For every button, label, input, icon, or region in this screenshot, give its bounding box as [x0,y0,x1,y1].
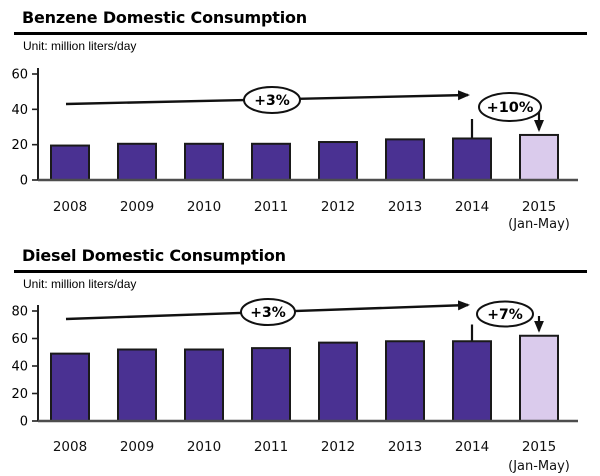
x-label-2008: 2008 [53,199,87,215]
change-oval-label: +7% [487,307,523,323]
trend-oval-label: +3% [250,305,286,321]
x-label-2008: 2008 [53,439,87,455]
y-tick-label-0: 0 [20,174,28,189]
x-label-note: (Jan-May) [508,459,570,474]
change-oval [476,300,534,328]
diesel-title-rule [14,270,587,273]
diesel-bar-chart: 0 20 40 60 80 2008 2009 2010 2011 2012 2013 2014 201… [11,298,578,474]
x-label-2011: 2011 [254,199,288,215]
bar-2012 [318,141,358,182]
x-label-2009: 2009 [120,199,154,215]
bar-2015 [519,334,559,422]
benzene-bar-chart: 0 20 40 60 2008 2009 2010 2011 2012 2013 2014 2015 (… [11,68,578,232]
trend-oval [243,86,301,114]
y-tick-label-60: 60 [11,68,28,83]
bar-2011 [251,142,291,181]
bar-2013 [385,340,425,422]
x-label-2009: 2009 [120,439,154,455]
x-label-2012: 2012 [321,439,355,455]
y-tick-label-40: 40 [11,103,28,118]
bar-2014 [452,340,492,422]
x-label-2010: 2010 [187,439,221,455]
bar-2011 [251,347,291,422]
bar-2013 [385,138,425,182]
diesel-unit-label: Unit: million liters/day [23,277,137,291]
benzene-unit-label: Unit: million liters/day [23,39,137,53]
bar-2009 [117,348,157,422]
x-label-2012: 2012 [321,199,355,215]
y-tick-label-0: 0 [20,415,28,430]
bar-2010 [184,142,224,181]
bar-2014 [452,137,492,181]
bar-2015 [519,133,559,181]
benzene-title-rule [14,32,587,35]
trend-oval-label: +3% [254,93,290,109]
x-label-2014: 2014 [455,199,489,215]
x-label-2015: 2015 [522,199,556,215]
trend-oval [240,298,296,326]
y-tick-label-80: 80 [11,305,28,320]
diesel-chart-title: Diesel Domestic Consumption [22,246,286,265]
change-oval-label: +10% [487,100,534,116]
bar-2008 [50,352,90,422]
y-tick-label-20: 20 [11,387,28,402]
x-label-2013: 2013 [388,199,422,215]
x-label-2011: 2011 [254,439,288,455]
bar-2010 [184,348,224,422]
x-label-2010: 2010 [187,199,221,215]
x-label-2014: 2014 [455,439,489,455]
bar-2008 [50,144,90,182]
x-label-2015: 2015 [522,439,556,455]
bar-2012 [318,341,358,422]
change-oval [478,92,542,122]
bar-2009 [117,142,157,181]
y-tick-label-60: 60 [11,332,28,347]
y-tick-label-20: 20 [11,138,28,153]
y-tick-label-40: 40 [11,360,28,375]
x-label-2013: 2013 [388,439,422,455]
x-label-note: (Jan-May) [508,217,570,232]
benzene-chart-title: Benzene Domestic Consumption [22,8,308,27]
